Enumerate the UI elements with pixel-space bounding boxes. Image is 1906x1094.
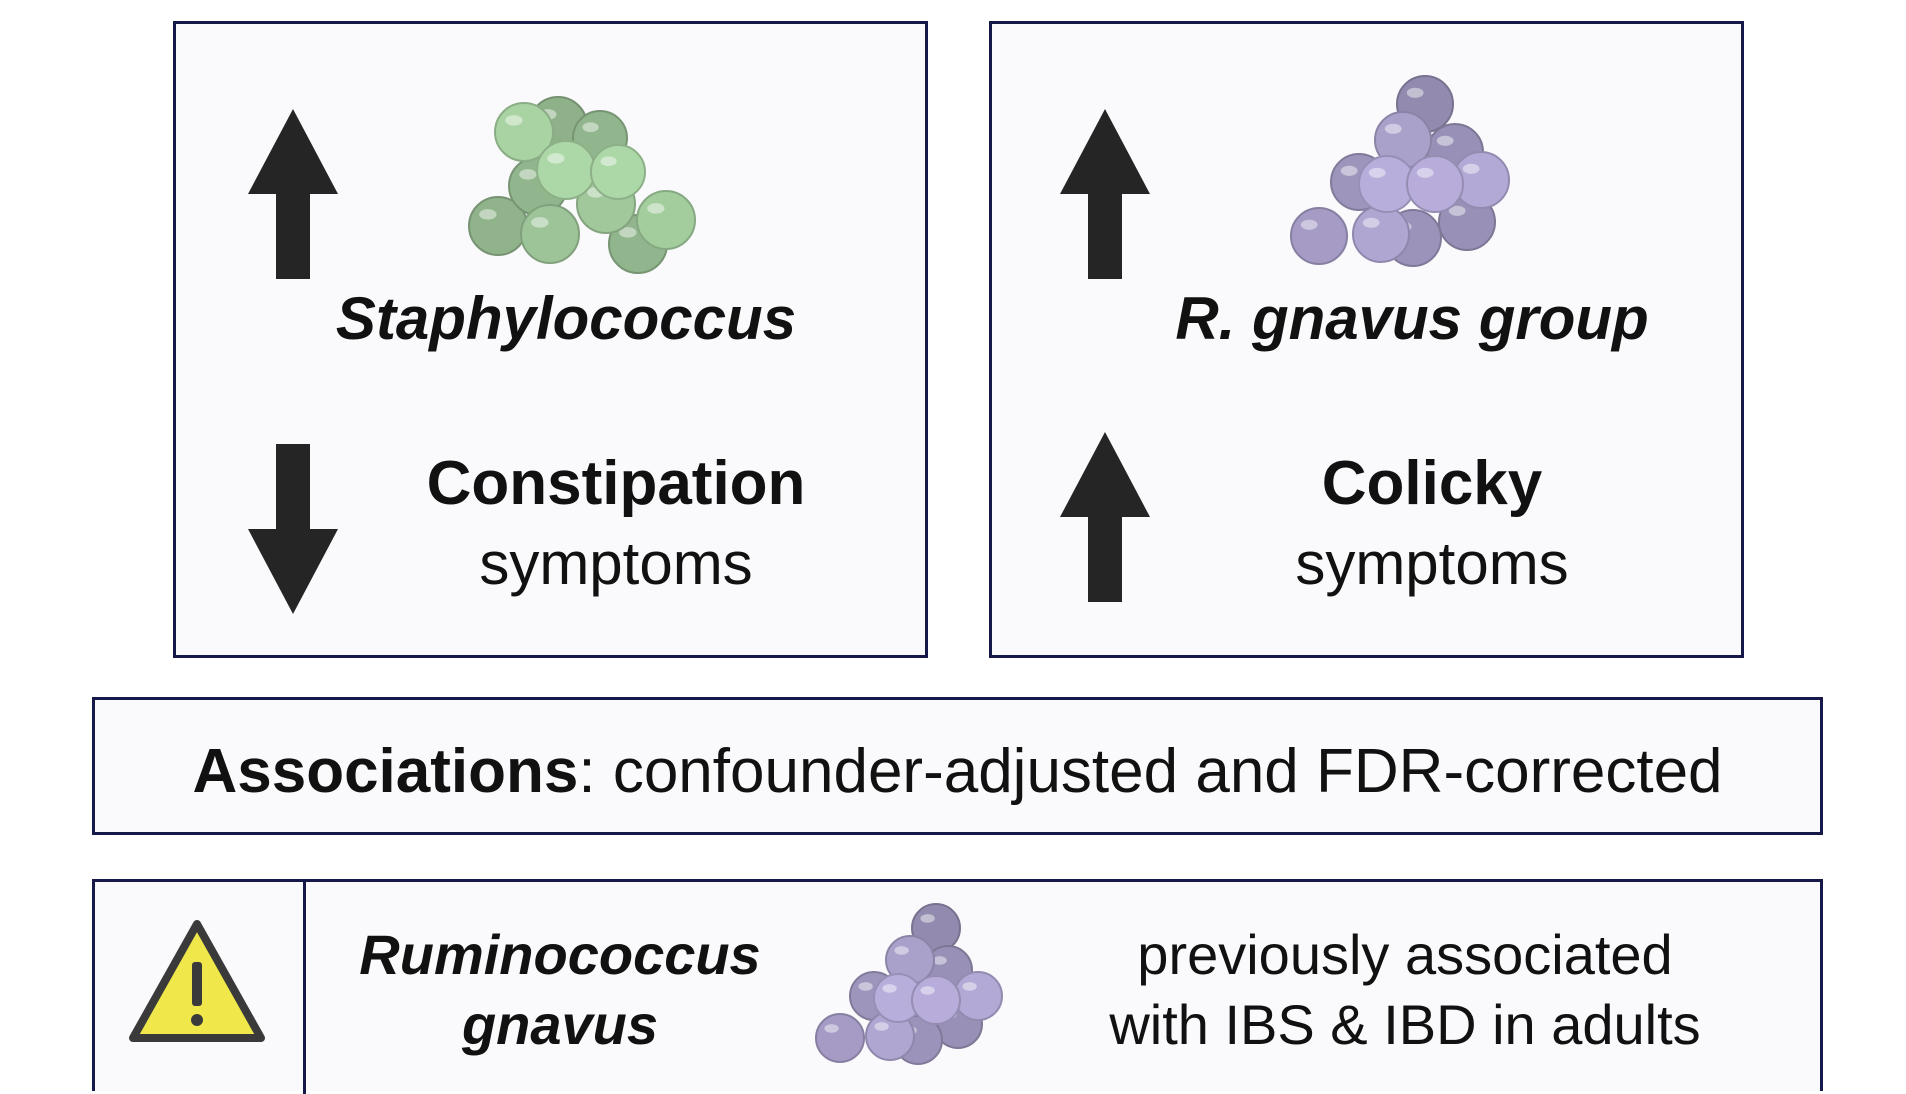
coccus-cell — [494, 102, 554, 162]
r-gnavus-cluster-icon — [1277, 74, 1517, 284]
coccus-highlight — [547, 153, 565, 164]
coccus-highlight — [600, 156, 617, 167]
coccus-highlight — [519, 169, 537, 180]
coccus-highlight — [505, 115, 523, 126]
coccus-highlight — [1406, 87, 1424, 98]
coccus-highlight — [920, 986, 935, 995]
coccus-highlight — [647, 203, 665, 214]
organism-genus: Ruminococcus — [359, 923, 761, 986]
coccus-highlight — [858, 982, 873, 991]
coccus-highlight — [1362, 217, 1380, 228]
coccus-cell — [1352, 205, 1410, 263]
symptom-name: Colicky — [1321, 449, 1543, 518]
warning-divider — [303, 882, 306, 1094]
coccus-highlight — [1340, 165, 1358, 176]
coccus-cell — [1406, 155, 1464, 213]
warning-organism-name: Ruminococcus gnavus — [345, 920, 775, 1060]
associations-description: : confounder-adjusted and FDR-corrected — [578, 737, 1723, 806]
staphylococcus-panel: Staphylococcus Constipation symptoms — [173, 21, 928, 658]
coccus-cell — [953, 971, 1003, 1021]
coccus-highlight — [882, 984, 897, 993]
coccus-cell — [815, 1013, 865, 1063]
coccus-cell — [1290, 207, 1348, 265]
coccus-highlight — [894, 946, 909, 955]
associations-banner: Associations: confounder-adjusted and FD… — [92, 697, 1823, 835]
coccus-highlight — [962, 982, 977, 991]
symptom-suffix: symptoms — [479, 530, 753, 597]
warning-triangle-icon — [127, 918, 267, 1044]
coccus-cell — [520, 204, 580, 264]
coccus-highlight — [1416, 167, 1434, 178]
arrow-up-icon — [1060, 109, 1150, 279]
associations-text: Associations: confounder-adjusted and FD… — [95, 736, 1820, 807]
coccus-highlight — [920, 914, 935, 923]
coccus-highlight — [1462, 163, 1480, 174]
coccus-highlight — [1300, 219, 1318, 230]
arrow-up-icon — [1060, 432, 1150, 602]
symptom-label: Constipation symptoms — [356, 444, 876, 604]
warning-note: previously associated with IBS & IBD in … — [1055, 920, 1755, 1060]
coccus-highlight — [874, 1022, 889, 1031]
coccus-cell — [636, 190, 696, 250]
coccus-highlight — [932, 956, 947, 965]
warning-banner: Ruminococcus gnavus previously associate… — [92, 879, 1823, 1094]
warning-note-line1: previously associated — [1137, 923, 1673, 986]
arrow-down-icon — [248, 444, 338, 614]
coccus-highlight — [619, 227, 637, 238]
coccus-highlight — [582, 122, 599, 133]
symptom-suffix: symptoms — [1295, 530, 1569, 597]
coccus-highlight — [479, 209, 497, 220]
r-gnavus-panel: R. gnavus group Colicky symptoms — [989, 21, 1744, 658]
coccus-cell — [911, 975, 961, 1025]
coccus-highlight — [1384, 123, 1402, 134]
symptom-label: Colicky symptoms — [1172, 444, 1692, 604]
organism-name: Staphylococcus — [335, 285, 797, 352]
r-gnavus-cluster-icon — [810, 900, 1020, 1080]
organism-name: R. gnavus group — [1175, 285, 1649, 352]
coccus-highlight — [1448, 205, 1466, 216]
coccus-highlight — [531, 217, 549, 228]
coccus-cell — [536, 140, 596, 200]
coccus-cell — [590, 144, 646, 200]
associations-label: Associations — [192, 737, 579, 806]
arrow-up-icon — [248, 109, 338, 279]
coccus-highlight — [1368, 167, 1386, 178]
staphylococcus-cluster-icon — [466, 94, 706, 274]
warning-note-line2: with IBS & IBD in adults — [1109, 993, 1701, 1056]
coccus-highlight — [1436, 135, 1454, 146]
symptom-name: Constipation — [426, 449, 806, 518]
coccus-highlight — [824, 1024, 839, 1033]
organism-species: gnavus — [461, 993, 659, 1056]
